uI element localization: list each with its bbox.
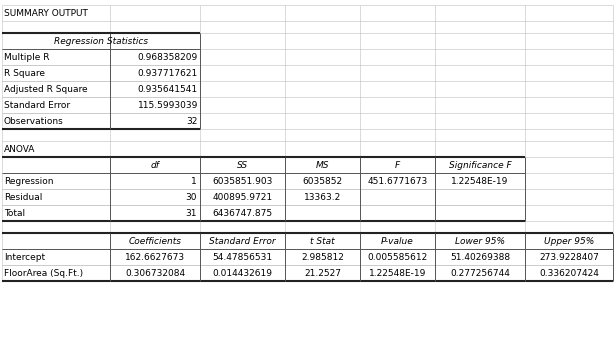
Text: SS: SS	[237, 161, 248, 169]
Text: Coefficients: Coefficients	[129, 237, 182, 245]
Text: 1: 1	[191, 176, 197, 186]
Text: 0.014432619: 0.014432619	[213, 268, 272, 277]
Text: 2.985812: 2.985812	[301, 252, 344, 262]
Text: 115.5993039: 115.5993039	[137, 100, 198, 110]
Text: ANOVA: ANOVA	[4, 145, 35, 153]
Text: 51.40269388: 51.40269388	[450, 252, 510, 262]
Text: 21.2527: 21.2527	[304, 268, 341, 277]
Text: Observations: Observations	[4, 117, 63, 125]
Text: Significance F: Significance F	[448, 161, 511, 169]
Text: 6035852: 6035852	[302, 176, 342, 186]
Text: 0.336207424: 0.336207424	[539, 268, 599, 277]
Text: Regression: Regression	[4, 176, 54, 186]
Text: 32: 32	[187, 117, 198, 125]
Text: 0.937717621: 0.937717621	[138, 69, 198, 77]
Text: F: F	[395, 161, 400, 169]
Text: 0.968358209: 0.968358209	[138, 52, 198, 62]
Text: df: df	[150, 161, 160, 169]
Text: 6035851.903: 6035851.903	[213, 176, 273, 186]
Text: 0.005585612: 0.005585612	[367, 252, 428, 262]
Text: 1.22548E-19: 1.22548E-19	[452, 176, 509, 186]
Text: Residual: Residual	[4, 193, 43, 201]
Text: Intercept: Intercept	[4, 252, 45, 262]
Text: 0.935641541: 0.935641541	[138, 84, 198, 94]
Text: 6436747.875: 6436747.875	[213, 209, 272, 217]
Text: 54.47856531: 54.47856531	[213, 252, 272, 262]
Text: Multiple R: Multiple R	[4, 52, 49, 62]
Text: MS: MS	[316, 161, 329, 169]
Text: R Square: R Square	[4, 69, 45, 77]
Text: 13363.2: 13363.2	[304, 193, 341, 201]
Text: Upper 95%: Upper 95%	[544, 237, 594, 245]
Text: Regression Statistics: Regression Statistics	[54, 37, 148, 46]
Text: 1.22548E-19: 1.22548E-19	[369, 268, 426, 277]
Text: Lower 95%: Lower 95%	[455, 237, 505, 245]
Text: Standard Error: Standard Error	[4, 100, 70, 110]
Text: Adjusted R Square: Adjusted R Square	[4, 84, 87, 94]
Text: 273.9228407: 273.9228407	[539, 252, 599, 262]
Text: SUMMARY OUTPUT: SUMMARY OUTPUT	[4, 8, 88, 18]
Text: 0.277256744: 0.277256744	[450, 268, 510, 277]
Text: P-value: P-value	[381, 237, 414, 245]
Text: Standard Error: Standard Error	[209, 237, 276, 245]
Text: 451.6771673: 451.6771673	[367, 176, 428, 186]
Text: Total: Total	[4, 209, 25, 217]
Text: 30: 30	[185, 193, 197, 201]
Text: 162.6627673: 162.6627673	[125, 252, 185, 262]
Text: t Stat: t Stat	[310, 237, 335, 245]
Text: 31: 31	[185, 209, 197, 217]
Text: FloorArea (Sq.Ft.): FloorArea (Sq.Ft.)	[4, 268, 83, 277]
Text: 400895.9721: 400895.9721	[213, 193, 272, 201]
Text: 0.306732084: 0.306732084	[125, 268, 185, 277]
